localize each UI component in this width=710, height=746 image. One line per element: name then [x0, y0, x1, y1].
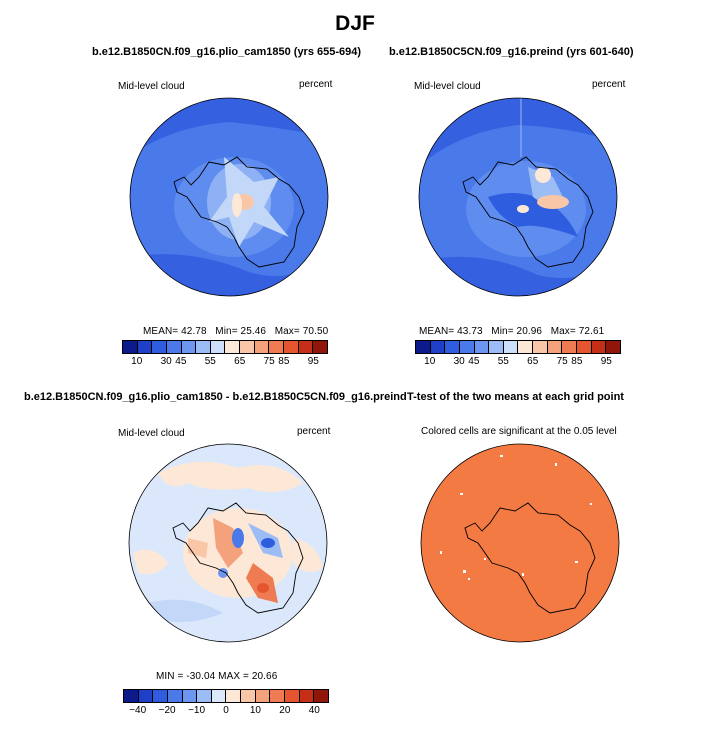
colorbar-swatch-1 [430, 341, 446, 353]
panel1-colorbar-ticks: 10 30 45 55 65 75 85 95 [122, 356, 328, 368]
panel2-colorbar [415, 340, 621, 354]
colorbar-tick-label: 45 [175, 356, 187, 367]
colorbar-swatch-12 [591, 341, 607, 353]
colorbar-swatch-5 [489, 341, 504, 353]
colorbar-tick-label: −20 [158, 705, 176, 716]
colorbar-swatch-6 [211, 690, 227, 702]
panel4-significance-fill [421, 444, 619, 642]
colorbar-tick-label: 55 [204, 356, 216, 367]
colorbar-swatch-13 [606, 341, 620, 353]
colorbar-swatch-9 [547, 341, 563, 353]
colorbar-swatch-4 [182, 690, 198, 702]
colorbar-swatch-7 [518, 341, 534, 353]
panel1-units-label: percent [299, 79, 333, 90]
panel1-polar-map [129, 97, 329, 297]
colorbar-tick-label: 65 [527, 356, 539, 367]
colorbar-swatch-0 [416, 341, 431, 353]
colorbar-swatch-1 [138, 690, 154, 702]
colorbar-tick-label: 10 [249, 705, 261, 716]
panel2-units-label: percent [592, 79, 626, 90]
panel3-case-title: b.e12.B1850CN.f09_g16.plio_cam1850 - b.e… [24, 391, 407, 403]
colorbar-swatch-2 [152, 341, 167, 353]
colorbar-tick-label: 75 [556, 356, 568, 367]
colorbar-swatch-2 [445, 341, 460, 353]
colorbar-tick-label: −40 [129, 705, 147, 716]
colorbar-tick-label: −10 [188, 705, 206, 716]
colorbar-swatch-2 [153, 690, 168, 702]
colorbar-swatch-12 [298, 341, 314, 353]
colorbar-swatch-9 [254, 341, 270, 353]
colorbar-tick-label: 30 [453, 356, 465, 367]
colorbar-tick-label: 55 [497, 356, 509, 367]
panel4-subtitle: Colored cells are significant at the 0.0… [421, 426, 617, 437]
colorbar-swatch-0 [123, 341, 138, 353]
colorbar-tick-label: 40 [308, 705, 320, 716]
colorbar-swatch-12 [299, 690, 315, 702]
colorbar-swatch-8 [533, 341, 548, 353]
panel2-antarctica-coastline [462, 156, 594, 268]
colorbar-tick-label: 85 [278, 356, 290, 367]
colorbar-tick-label: 95 [600, 356, 612, 367]
panel2-polar-map [418, 97, 618, 297]
panel3-stats: MIN = -30.04 MAX = 20.66 [156, 671, 278, 682]
colorbar-swatch-3 [459, 341, 475, 353]
colorbar-swatch-13 [313, 341, 327, 353]
colorbar-swatch-8 [241, 690, 256, 702]
colorbar-swatch-11 [284, 341, 299, 353]
colorbar-tick-label: 65 [234, 356, 246, 367]
panel1-antarctica-coastline [173, 156, 305, 268]
panel3-units-label: percent [297, 426, 331, 437]
panel2-stats: MEAN= 43.73 Min= 20.96 Max= 72.61 [419, 326, 605, 337]
panel3-difference-map [128, 443, 328, 643]
colorbar-tick-label: 0 [223, 705, 229, 716]
colorbar-tick-label: 45 [468, 356, 480, 367]
colorbar-swatch-11 [285, 690, 300, 702]
panel1-variable-label: Mid-level cloud [118, 81, 185, 92]
colorbar-tick-label: 30 [160, 356, 172, 367]
colorbar-swatch-10 [270, 690, 286, 702]
colorbar-swatch-5 [197, 690, 212, 702]
panel1-colorbar [122, 340, 328, 354]
colorbar-tick-label: 75 [263, 356, 275, 367]
panel4-insignificant-cells [440, 455, 592, 580]
colorbar-swatch-6 [503, 341, 519, 353]
panel4-antarctica-coastline [464, 502, 596, 614]
panel3-variable-label: Mid-level cloud [118, 428, 185, 439]
colorbar-tick-label: 10 [131, 356, 143, 367]
colorbar-tick-label: 85 [571, 356, 583, 367]
colorbar-swatch-10 [269, 341, 285, 353]
panel2-colorbar-ticks: 10 30 45 55 65 75 85 95 [415, 356, 621, 368]
panel1-stats: MEAN= 42.78 Min= 25.46 Max= 70.50 [143, 326, 329, 337]
colorbar-swatch-6 [210, 341, 226, 353]
colorbar-swatch-7 [225, 341, 241, 353]
panel2-case-title: b.e12.B1850C5CN.f09_g16.preind (yrs 601-… [389, 46, 634, 58]
page-title: DJF [335, 12, 375, 35]
colorbar-swatch-7 [226, 690, 242, 702]
colorbar-swatch-5 [196, 341, 211, 353]
panel3-colorbar [123, 689, 329, 703]
colorbar-swatch-3 [167, 690, 183, 702]
panel4-case-title: T-test of the two means at each grid poi… [407, 391, 624, 403]
colorbar-swatch-10 [562, 341, 578, 353]
colorbar-tick-label: 10 [424, 356, 436, 367]
panel2-variable-label: Mid-level cloud [414, 81, 481, 92]
colorbar-swatch-0 [124, 690, 139, 702]
colorbar-swatch-8 [240, 341, 255, 353]
panel3-antarctica-coastline [172, 502, 304, 614]
panel4-ttest-map [420, 443, 620, 643]
colorbar-swatch-11 [577, 341, 592, 353]
colorbar-swatch-4 [181, 341, 197, 353]
colorbar-tick-label: 95 [307, 356, 319, 367]
panel3-colorbar-ticks: −40 −20 −10 0 10 20 40 [123, 705, 329, 717]
colorbar-swatch-1 [137, 341, 153, 353]
colorbar-swatch-3 [166, 341, 182, 353]
colorbar-tick-label: 20 [279, 705, 291, 716]
colorbar-swatch-4 [474, 341, 490, 353]
panel1-case-title: b.e12.B1850CN.f09_g16.plio_cam1850 (yrs … [92, 46, 362, 58]
colorbar-swatch-13 [314, 690, 328, 702]
colorbar-swatch-9 [255, 690, 271, 702]
